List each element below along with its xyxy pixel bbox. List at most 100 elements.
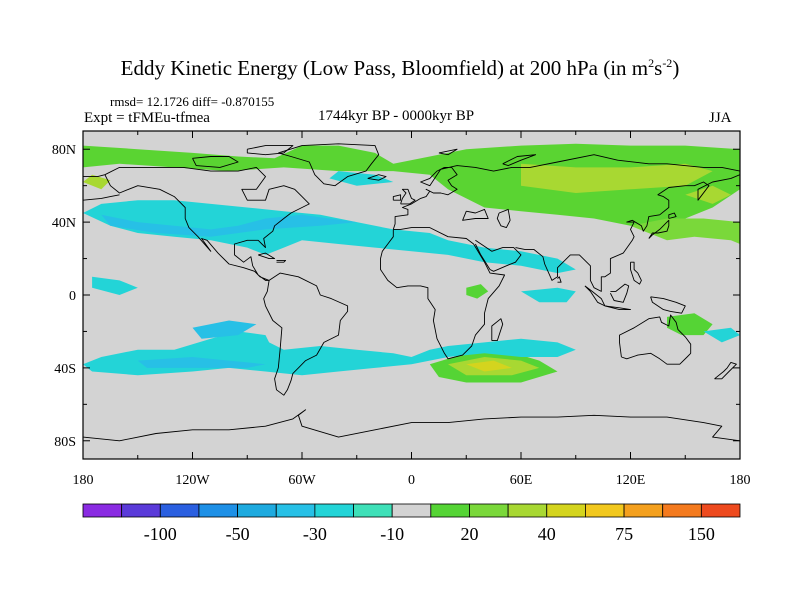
colorbar-label-6: 75: [615, 524, 633, 544]
colorbar-box-4: [237, 503, 277, 518]
colorbar-box-12: [546, 503, 586, 518]
x-tick-label-1: 120W: [175, 473, 210, 488]
coastline-28: [557, 276, 562, 283]
field-region-12: [329, 171, 394, 186]
coastline-3: [392, 154, 740, 230]
coastline-11: [604, 305, 631, 311]
x-tick-label-3: 0: [408, 473, 415, 488]
coastline-8: [648, 219, 670, 239]
field-region-9: [466, 360, 512, 372]
coastline-21: [192, 156, 239, 168]
y-axis: 80N 40N 0 40S 80S: [52, 143, 740, 450]
chart-title-main: Eddy Kinetic Energy (Low Pass, Bloomfiel…: [120, 56, 649, 80]
coastline-22: [246, 145, 294, 156]
x-axis: 180 120W 60W 0 60E 120E 180: [73, 131, 751, 488]
colorbar-box-16: [700, 503, 741, 518]
coastline-26: [502, 154, 537, 167]
field-region-5: [466, 284, 489, 299]
coastline-20: [278, 143, 380, 187]
colorbar: -100 -50 -30 -10 20 40 75 150: [82, 503, 741, 544]
coastline-31: [496, 208, 511, 229]
field-region-16: [92, 276, 138, 295]
field-region-17: [521, 287, 576, 303]
field-region-18: [703, 327, 740, 343]
colorbar-box-11: [507, 503, 548, 518]
coastline-16: [491, 318, 504, 342]
field-region-14: [137, 357, 266, 368]
coastline-5: [474, 239, 522, 272]
coastline-25: [438, 148, 458, 156]
coastline-30: [462, 208, 489, 221]
coastline-15: [714, 361, 737, 380]
y-tick-label-2: 0: [69, 289, 76, 304]
colorbar-label-3: -10: [380, 524, 404, 544]
coastline-0: [104, 166, 310, 281]
colorbar-label-7: 150: [688, 524, 715, 544]
colorbar-box-7: [353, 503, 393, 518]
coastline-9: [668, 212, 677, 219]
colorbar-box-14: [623, 503, 664, 518]
coastline-29: [83, 194, 120, 201]
season-label: JJA: [709, 110, 732, 126]
coastline-13: [650, 296, 686, 314]
colorbar-box-1: [121, 503, 161, 518]
colorbar-box-9: [430, 503, 470, 518]
map-area: [83, 131, 740, 459]
field-region-2: [521, 163, 713, 193]
coastline-12: [609, 283, 630, 303]
coastline-14: [630, 261, 642, 285]
field-region-11: [101, 214, 357, 237]
colorbar-box-8: [391, 503, 432, 518]
colorbar-label-1: -50: [226, 524, 250, 544]
colorbar-box-5: [275, 503, 316, 518]
coastline-19: [367, 174, 387, 181]
period-label: 1744kyr BP - 0000kyr BP: [318, 108, 475, 124]
colorbar-label-4: 20: [461, 524, 479, 544]
chart-title-end: ): [672, 56, 680, 80]
field-region-15: [192, 320, 257, 339]
colorbar-box-3: [198, 503, 238, 518]
colorbar-box-13: [585, 503, 625, 518]
coastline-27: [83, 409, 740, 442]
colorbar-label-0: -100: [144, 524, 177, 544]
field-region-1: [630, 218, 740, 244]
field-region-0: [83, 143, 740, 232]
chart-title-sup2: -2: [662, 56, 673, 70]
colorbar-box-15: [662, 503, 702, 518]
colorbar-box-10: [469, 503, 509, 518]
y-tick-label-4: 80S: [54, 435, 76, 450]
x-tick-label-6: 180: [730, 473, 751, 488]
coastline-6: [515, 174, 740, 292]
chart-title-sup1: 2: [648, 56, 655, 70]
coastline-4: [83, 174, 106, 178]
chart-title-mid: s: [654, 56, 663, 80]
coastlines: [83, 143, 740, 442]
y-tick-label-1: 40N: [52, 216, 76, 231]
field-regions: [83, 143, 740, 383]
x-tick-label-2: 60W: [288, 473, 316, 488]
colorbar-label-5: 40: [538, 524, 556, 544]
field-region-10: [83, 200, 576, 274]
colorbar-box-2: [159, 503, 200, 518]
coastline-1: [263, 272, 349, 396]
chart-title: Eddy Kinetic Energy (Low Pass, Bloomfiel…: [0, 56, 800, 81]
field-region-3: [83, 174, 111, 190]
field-region-4: [685, 185, 731, 204]
coastline-18: [392, 194, 402, 201]
experiment-label: Expt = tFMEu-tfmea: [84, 110, 210, 126]
x-tick-label-0: 180: [73, 473, 94, 488]
coastline-24: [276, 259, 287, 263]
colorbar-label-2: -30: [303, 524, 327, 544]
y-tick-label-0: 80N: [52, 143, 76, 158]
coastline-23: [258, 252, 276, 260]
colorbar-box-0: [82, 503, 123, 518]
stats-label: rmsd= 12.1726 diff= -0.870155: [110, 94, 275, 109]
x-tick-label-5: 120E: [616, 473, 646, 488]
coastline-17: [400, 188, 416, 205]
x-tick-label-4: 60E: [510, 473, 533, 488]
y-tick-label-3: 40S: [54, 362, 76, 377]
coastline-7: [619, 314, 692, 365]
colorbar-box-6: [314, 503, 354, 518]
coastline-2: [380, 227, 506, 360]
